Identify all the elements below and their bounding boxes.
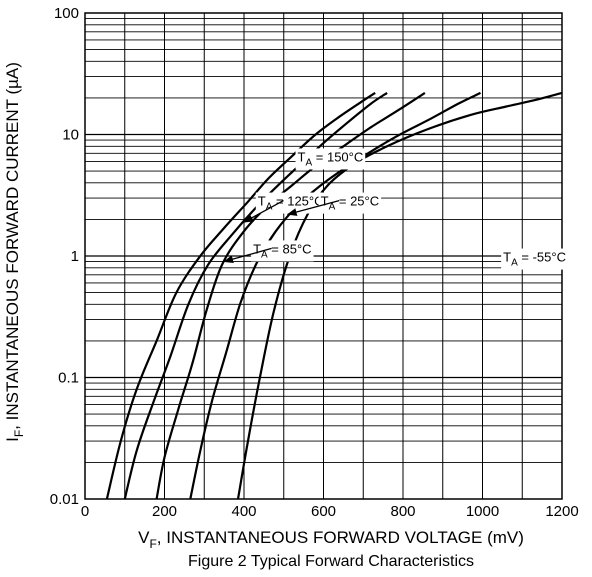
- series-label-0-rest: = 150°C: [312, 149, 363, 164]
- series-label-2-arrow: [223, 247, 272, 264]
- series-label-4-bg: [501, 248, 568, 270]
- y-axis-title: IF, INSTANTANEOUS FORWARD CURRENT (µA): [3, 62, 26, 442]
- series-label-2-bg: [251, 240, 314, 262]
- x-tick-label: 800: [390, 503, 415, 520]
- series-label-1-rest: = 125°C: [272, 194, 323, 209]
- series-label-2-rest: = 85°C: [268, 241, 312, 256]
- series-label-4-main: T: [503, 250, 511, 265]
- y-tick-label: 1: [71, 248, 79, 265]
- series-label-2: TA = 85°C: [253, 241, 312, 260]
- series-label-3-arrow: [286, 199, 340, 216]
- x-tick-label: 400: [231, 503, 256, 520]
- series-label-0: TA = 150°C: [298, 149, 364, 168]
- series-label-3-sub: A: [329, 202, 336, 213]
- series-label-4-sub: A: [511, 258, 518, 269]
- series-label-1-sub: A: [266, 202, 273, 213]
- y-tick-label: 100: [54, 5, 79, 22]
- series-label-3-main: T: [321, 194, 329, 209]
- x-tick-label: 200: [152, 503, 177, 520]
- series-label-4: TA = -55°C: [503, 250, 566, 269]
- y-tick-label: 0.01: [50, 491, 79, 508]
- series-label-1-main: T: [258, 194, 266, 209]
- series-line-3: [189, 91, 481, 500]
- series-label-3: TA = 25°C: [321, 194, 380, 213]
- x-axis-title-rest: , INSTANTANEOUS FORWARD VOLTAGE (mV): [157, 528, 524, 547]
- x-tick-label: 600: [311, 503, 336, 520]
- x-axis-title-sub: F: [149, 537, 156, 551]
- y-tick-label: 0.1: [58, 370, 79, 387]
- y-axis-title-sub: F: [12, 430, 26, 437]
- annotation-layer: TA = 150°CTA = 125°CTA = 85°CTA = 25°CTA…: [223, 148, 568, 270]
- series-layer: [105, 91, 563, 500]
- series-label-3-bg: [318, 192, 382, 214]
- series-label-1: TA = 125°C: [258, 194, 324, 213]
- series-label-0-bg: [295, 148, 366, 170]
- series-line-4: [236, 91, 563, 500]
- y-axis-title-rest: , INSTANTANEOUS FORWARD CURRENT (µA): [3, 62, 22, 430]
- grid-layer: [85, 13, 562, 499]
- series-label-0-sub: A: [305, 157, 312, 168]
- series-line-2: [155, 91, 426, 500]
- y-axis-title-main: I: [3, 437, 22, 442]
- figure-caption: Figure 2 Typical Forward Characteristics: [188, 553, 474, 570]
- series-label-4-rest: = -55°C: [518, 250, 566, 265]
- y-tick-label: 10: [62, 127, 79, 144]
- x-tick-label: 1200: [545, 503, 578, 520]
- x-tick-label: 0: [81, 503, 89, 520]
- series-label-2-main: T: [253, 241, 261, 256]
- series-line-0: [105, 91, 376, 500]
- series-label-1-arrow: [243, 200, 284, 223]
- series-label-3-rest: = 25°C: [335, 194, 379, 209]
- x-axis-title: VF, INSTANTANEOUS FORWARD VOLTAGE (mV): [138, 528, 524, 551]
- x-tick-label: 1000: [466, 503, 499, 520]
- x-axis-title-main: V: [138, 528, 150, 547]
- series-label-0-main: T: [298, 149, 306, 164]
- series-label-2-sub: A: [261, 249, 268, 260]
- tick-label-layer: 0 200 400 600 800 1000 1200 0.01 0.1 1 10 100: [50, 5, 579, 520]
